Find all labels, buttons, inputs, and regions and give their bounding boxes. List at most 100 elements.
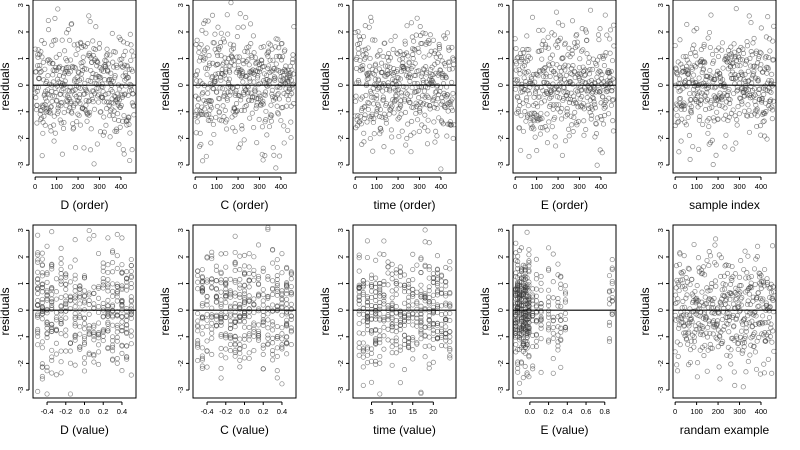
data-point — [432, 48, 438, 54]
data-point — [558, 116, 565, 122]
data-point — [746, 13, 752, 19]
data-point — [88, 67, 94, 74]
data-point — [766, 54, 772, 61]
data-point — [431, 119, 437, 125]
data-point — [368, 379, 375, 385]
data-point — [733, 297, 739, 303]
data-point — [209, 326, 215, 332]
data-point — [436, 115, 442, 121]
data-point — [385, 313, 391, 320]
data-point — [682, 283, 688, 289]
data-point — [566, 133, 572, 139]
data-point — [606, 273, 613, 279]
data-point — [255, 306, 262, 312]
data-point — [204, 294, 210, 300]
data-point — [58, 311, 64, 317]
data-point — [110, 260, 116, 266]
data-point — [689, 104, 695, 110]
data-point — [356, 308, 362, 314]
data-point — [279, 297, 285, 303]
data-point — [752, 98, 758, 105]
data-point — [447, 347, 453, 354]
x-tick-label: 0.2 — [98, 407, 108, 416]
y-tick-label: 3 — [16, 228, 25, 232]
data-point — [678, 277, 684, 283]
data-point — [81, 341, 88, 347]
data-point — [373, 341, 379, 347]
data-point — [39, 153, 45, 159]
x-axis-label: time (value) — [373, 423, 436, 437]
data-point — [76, 95, 82, 101]
data-point — [122, 77, 128, 83]
data-point — [35, 259, 41, 265]
data-point — [373, 361, 379, 368]
data-point — [544, 140, 551, 146]
data-point — [741, 344, 747, 350]
data-point — [538, 47, 545, 53]
data-point — [769, 116, 775, 122]
data-point — [695, 360, 701, 366]
data-point — [236, 59, 242, 65]
data-point — [730, 146, 736, 152]
data-point — [710, 162, 716, 168]
data-point — [67, 69, 73, 75]
data-point — [675, 368, 681, 374]
y-tick-label: -2 — [656, 135, 665, 142]
data-point — [426, 284, 432, 290]
data-point — [549, 124, 555, 130]
data-point — [119, 302, 125, 308]
data-point — [39, 250, 45, 256]
data-point — [246, 284, 252, 290]
data-point — [51, 138, 57, 144]
y-tick-label: -3 — [496, 162, 505, 169]
data-point — [364, 323, 370, 329]
x-tick-label: 300 — [253, 182, 266, 191]
data-point — [389, 261, 395, 267]
data-point — [700, 324, 706, 330]
data-point — [680, 54, 686, 60]
data-point — [358, 107, 365, 114]
data-point — [609, 257, 615, 263]
data-point — [562, 283, 568, 289]
data-point — [606, 289, 613, 295]
data-point — [581, 73, 587, 79]
y-tick-label: -2 — [336, 360, 345, 367]
data-point — [750, 40, 756, 46]
data-point — [44, 321, 50, 328]
data-point — [129, 68, 136, 74]
data-point — [755, 78, 761, 84]
data-point — [252, 55, 258, 61]
data-point — [611, 43, 617, 49]
x-tick-label: 100 — [690, 182, 703, 191]
data-point — [447, 355, 453, 361]
data-point — [535, 104, 541, 110]
data-point — [121, 151, 127, 157]
data-point — [684, 21, 690, 28]
data-point — [270, 302, 276, 308]
data-point — [443, 317, 449, 323]
data-point — [575, 118, 582, 124]
data-point — [589, 112, 595, 119]
data-point — [719, 47, 725, 53]
data-point — [105, 282, 111, 288]
data-point — [274, 303, 280, 309]
data-point — [748, 48, 754, 55]
data-point — [70, 87, 76, 93]
data-point — [373, 338, 379, 345]
data-point — [381, 278, 387, 284]
data-point — [512, 36, 518, 42]
data-point — [742, 71, 748, 78]
data-point — [723, 296, 729, 302]
data-point — [368, 288, 375, 294]
data-point — [690, 144, 696, 150]
data-point — [241, 299, 248, 306]
data-point — [220, 36, 226, 42]
data-point — [377, 286, 383, 292]
data-point — [386, 51, 392, 57]
data-point — [195, 268, 201, 274]
data-point — [555, 299, 561, 305]
data-point — [251, 254, 257, 260]
data-point — [538, 316, 544, 322]
data-point — [752, 330, 758, 336]
data-point — [114, 281, 120, 287]
